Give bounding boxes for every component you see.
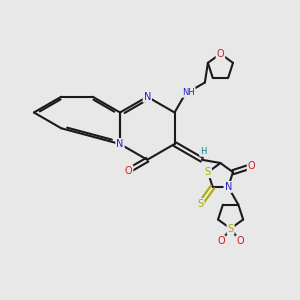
Text: N: N bbox=[144, 92, 151, 102]
Text: N: N bbox=[116, 139, 124, 149]
Text: O: O bbox=[217, 49, 224, 59]
Text: NH: NH bbox=[182, 88, 195, 97]
Text: O: O bbox=[217, 236, 225, 246]
Text: S: S bbox=[205, 167, 211, 177]
Text: H: H bbox=[200, 147, 206, 156]
Text: O: O bbox=[248, 161, 255, 171]
Text: O: O bbox=[236, 236, 244, 246]
Text: N: N bbox=[224, 182, 232, 192]
Text: O: O bbox=[125, 166, 132, 176]
Text: S: S bbox=[197, 199, 203, 209]
Text: S: S bbox=[227, 224, 234, 234]
